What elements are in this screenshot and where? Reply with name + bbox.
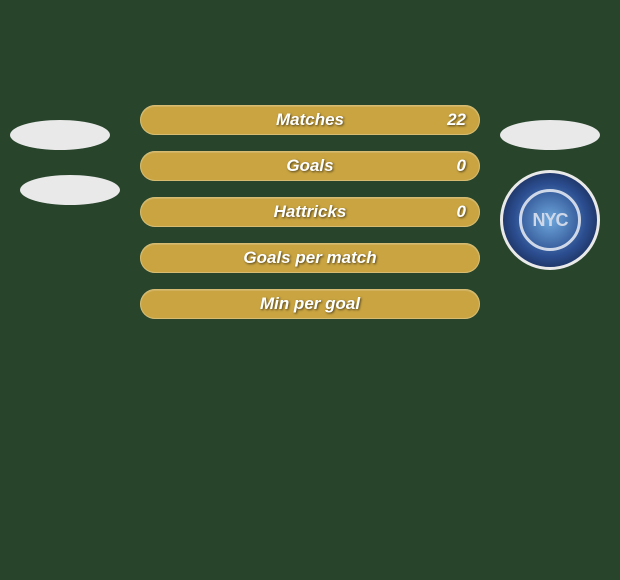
stat-row: Goals0: [140, 151, 480, 181]
stat-row: Hattricks0: [140, 197, 480, 227]
stat-label: Min per goal: [140, 289, 480, 319]
stat-label: Goals: [140, 151, 480, 181]
stat-row: Matches22: [140, 105, 480, 135]
stat-value-right: 0: [457, 197, 466, 227]
stat-value-right: 22: [447, 105, 466, 135]
stat-row: Min per goal: [140, 289, 480, 319]
stat-value-right: 0: [457, 151, 466, 181]
stat-label: Hattricks: [140, 197, 480, 227]
stat-label: Matches: [140, 105, 480, 135]
stat-row: Goals per match: [140, 243, 480, 273]
stat-label: Goals per match: [140, 243, 480, 273]
